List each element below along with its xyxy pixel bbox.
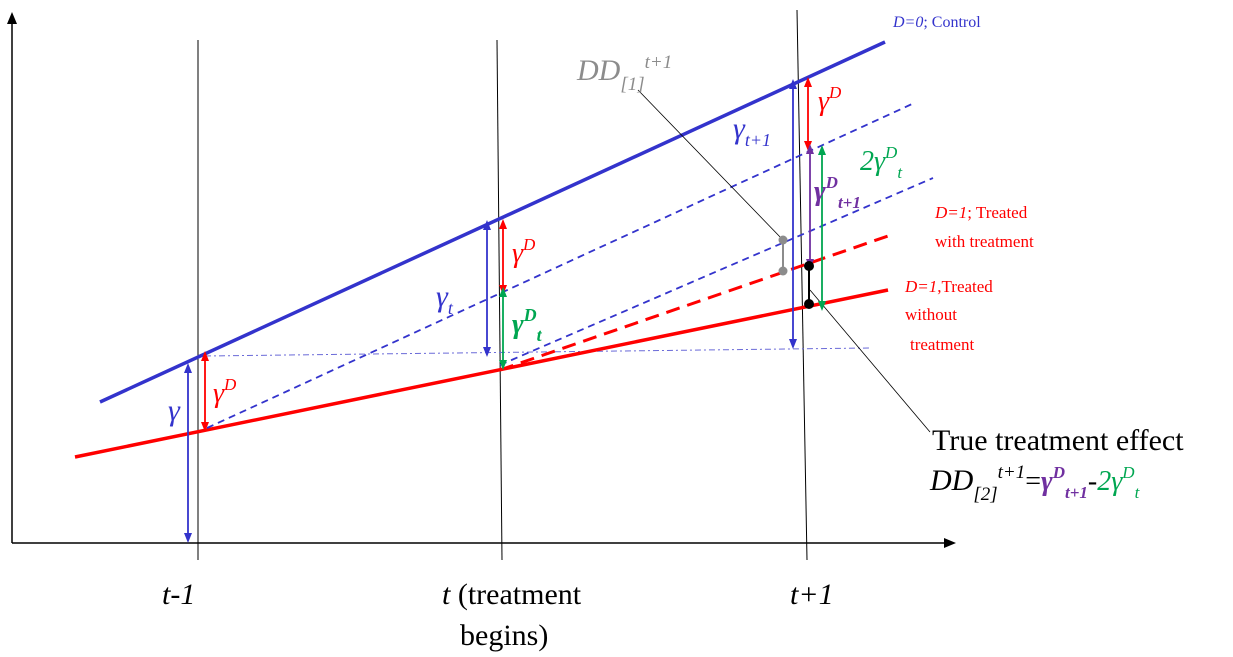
gamma-t-label: γt: [436, 280, 454, 318]
dd2-point-upper: [804, 261, 814, 271]
dd2-point-lower: [804, 299, 814, 309]
period-label-t: t (treatment: [442, 578, 582, 611]
two-gamma-dt-label: 2γDt: [860, 143, 903, 182]
gamma-t1-label: γt+1: [733, 112, 771, 150]
treated-without-label-line2: without: [905, 305, 957, 324]
period-label-t-plus-1: t+1: [790, 578, 834, 611]
treated-without-label-line3: treatment: [910, 335, 974, 354]
gamma-label: γ: [168, 394, 181, 427]
true-effect-guide-line: [809, 289, 931, 433]
dd1-label: DD[1]t+1: [576, 52, 672, 95]
treated-without-line: [74, 288, 889, 459]
gamma-d-label-t-plus-1: γD: [818, 83, 842, 117]
dd1-point-upper: [778, 235, 788, 245]
reference-line: [204, 347, 871, 357]
period-line-t: [496, 39, 503, 561]
true-effect-title: True treatment effect: [932, 424, 1184, 457]
gamma-d-label-t: γD: [512, 235, 536, 269]
treated-with-label: D=1; Treated: [934, 203, 1028, 222]
control-line-label: D=0; Control: [892, 14, 981, 31]
true-effect-formula: DD[2]t+1=γDt+1-2γDt: [929, 462, 1141, 505]
dd1-point-lower: [778, 266, 788, 276]
period-line-t-plus-1: [796, 9, 808, 561]
dd1-guide-line: [637, 89, 784, 241]
control-line: [99, 40, 886, 404]
projection-line-1: [206, 103, 913, 429]
gamma-d-label-t-minus-1: γD: [213, 375, 237, 409]
treated-without-label: D=1,Treated: [904, 277, 993, 296]
period-label-t-line2: begins): [460, 619, 548, 652]
projection-line-2: [499, 177, 934, 366]
gamma-dt-label: γDt: [512, 305, 543, 345]
treated-with-label-line2: with treatment: [935, 232, 1034, 251]
period-label-t-minus-1: t-1: [162, 578, 195, 611]
gamma-dt1-label: γDt+1: [814, 173, 861, 212]
